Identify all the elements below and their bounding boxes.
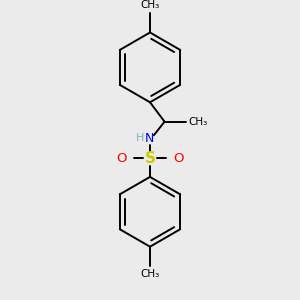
Text: CH₃: CH₃	[189, 117, 208, 127]
Text: O: O	[117, 152, 127, 165]
Text: O: O	[173, 152, 183, 165]
Text: CH₃: CH₃	[140, 0, 160, 10]
Text: H: H	[136, 133, 145, 143]
Text: CH₃: CH₃	[140, 269, 160, 279]
Text: N: N	[144, 132, 154, 145]
Text: S: S	[145, 151, 155, 166]
